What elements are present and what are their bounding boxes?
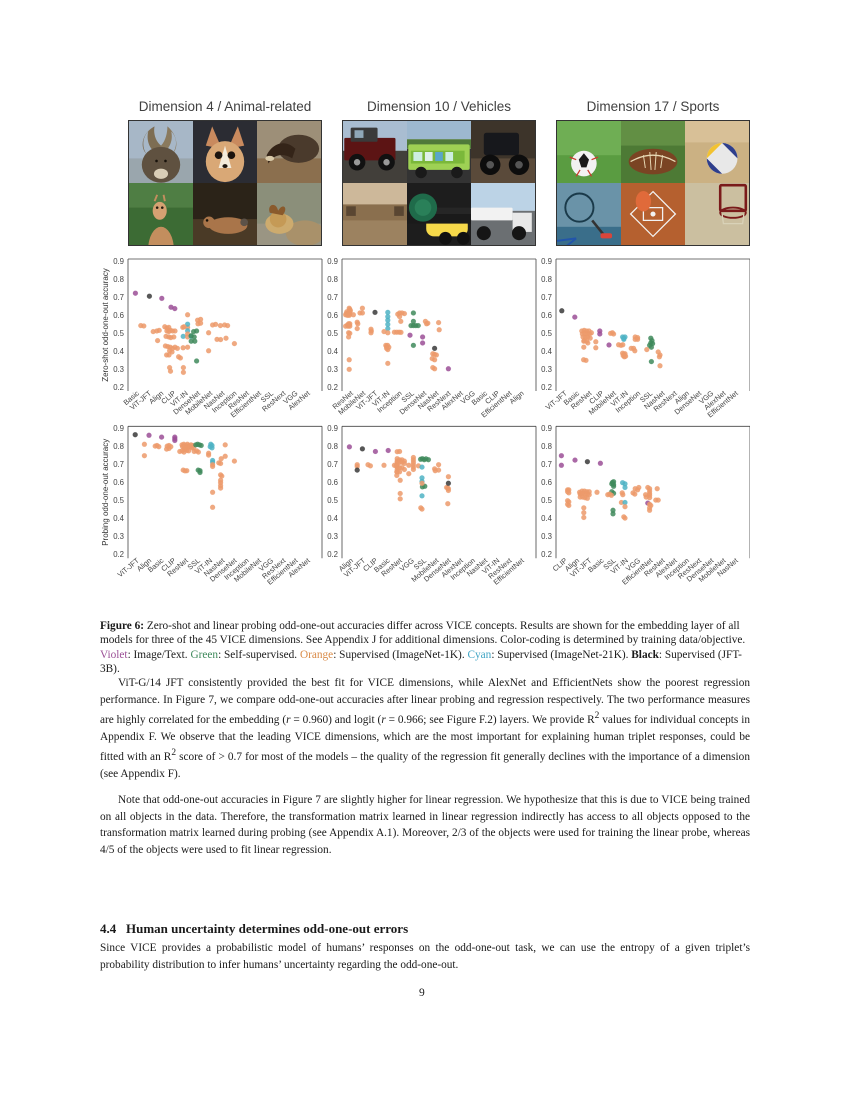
- svg-text:0.6: 0.6: [541, 311, 552, 320]
- svg-text:0.2: 0.2: [541, 550, 552, 559]
- svg-text:0.8: 0.8: [113, 442, 124, 451]
- svg-text:0.5: 0.5: [327, 496, 338, 505]
- svg-text:0.7: 0.7: [113, 293, 124, 302]
- svg-text:0.3: 0.3: [541, 532, 552, 541]
- svg-text:0.4: 0.4: [327, 347, 338, 356]
- svg-text:0.7: 0.7: [327, 293, 338, 302]
- svg-text:0.7: 0.7: [327, 460, 338, 469]
- svg-text:0.9: 0.9: [113, 424, 124, 433]
- svg-text:0.9: 0.9: [541, 424, 552, 433]
- svg-text:0.6: 0.6: [113, 478, 124, 487]
- svg-text:0.2: 0.2: [327, 383, 338, 392]
- svg-text:0.2: 0.2: [541, 383, 552, 392]
- svg-text:0.9: 0.9: [113, 257, 124, 266]
- svg-text:0.6: 0.6: [327, 311, 338, 320]
- svg-text:0.3: 0.3: [327, 532, 338, 541]
- svg-text:0.4: 0.4: [541, 347, 552, 356]
- svg-text:0.4: 0.4: [327, 514, 338, 523]
- svg-text:0.4: 0.4: [541, 514, 552, 523]
- svg-text:0.9: 0.9: [327, 257, 338, 266]
- svg-text:0.6: 0.6: [541, 478, 552, 487]
- svg-text:0.6: 0.6: [113, 311, 124, 320]
- svg-text:0.3: 0.3: [541, 365, 552, 374]
- svg-text:0.2: 0.2: [327, 550, 338, 559]
- svg-text:0.5: 0.5: [541, 496, 552, 505]
- svg-text:0.7: 0.7: [541, 460, 552, 469]
- svg-text:0.3: 0.3: [113, 532, 124, 541]
- svg-text:Align: Align: [507, 389, 525, 406]
- svg-text:0.8: 0.8: [541, 275, 552, 284]
- svg-text:0.5: 0.5: [327, 329, 338, 338]
- svg-text:0.2: 0.2: [113, 550, 124, 559]
- svg-text:0.3: 0.3: [327, 365, 338, 374]
- svg-text:0.5: 0.5: [541, 329, 552, 338]
- svg-text:Probing odd-one-out accuracy: Probing odd-one-out accuracy: [102, 439, 110, 546]
- svg-text:0.3: 0.3: [113, 365, 124, 374]
- svg-text:0.5: 0.5: [113, 496, 124, 505]
- svg-text:0.8: 0.8: [327, 442, 338, 451]
- svg-text:0.7: 0.7: [541, 293, 552, 302]
- svg-text:0.9: 0.9: [541, 257, 552, 266]
- svg-text:0.4: 0.4: [113, 347, 124, 356]
- svg-text:0.4: 0.4: [113, 514, 124, 523]
- svg-text:0.6: 0.6: [327, 478, 338, 487]
- svg-text:0.5: 0.5: [113, 329, 124, 338]
- svg-text:0.2: 0.2: [113, 383, 124, 392]
- svg-text:0.8: 0.8: [541, 442, 552, 451]
- svg-text:0.8: 0.8: [113, 275, 124, 284]
- svg-text:0.8: 0.8: [327, 275, 338, 284]
- svg-text:0.9: 0.9: [327, 424, 338, 433]
- svg-text:0.7: 0.7: [113, 460, 124, 469]
- svg-text:Zero-shot odd-one-out accuracy: Zero-shot odd-one-out accuracy: [102, 268, 110, 382]
